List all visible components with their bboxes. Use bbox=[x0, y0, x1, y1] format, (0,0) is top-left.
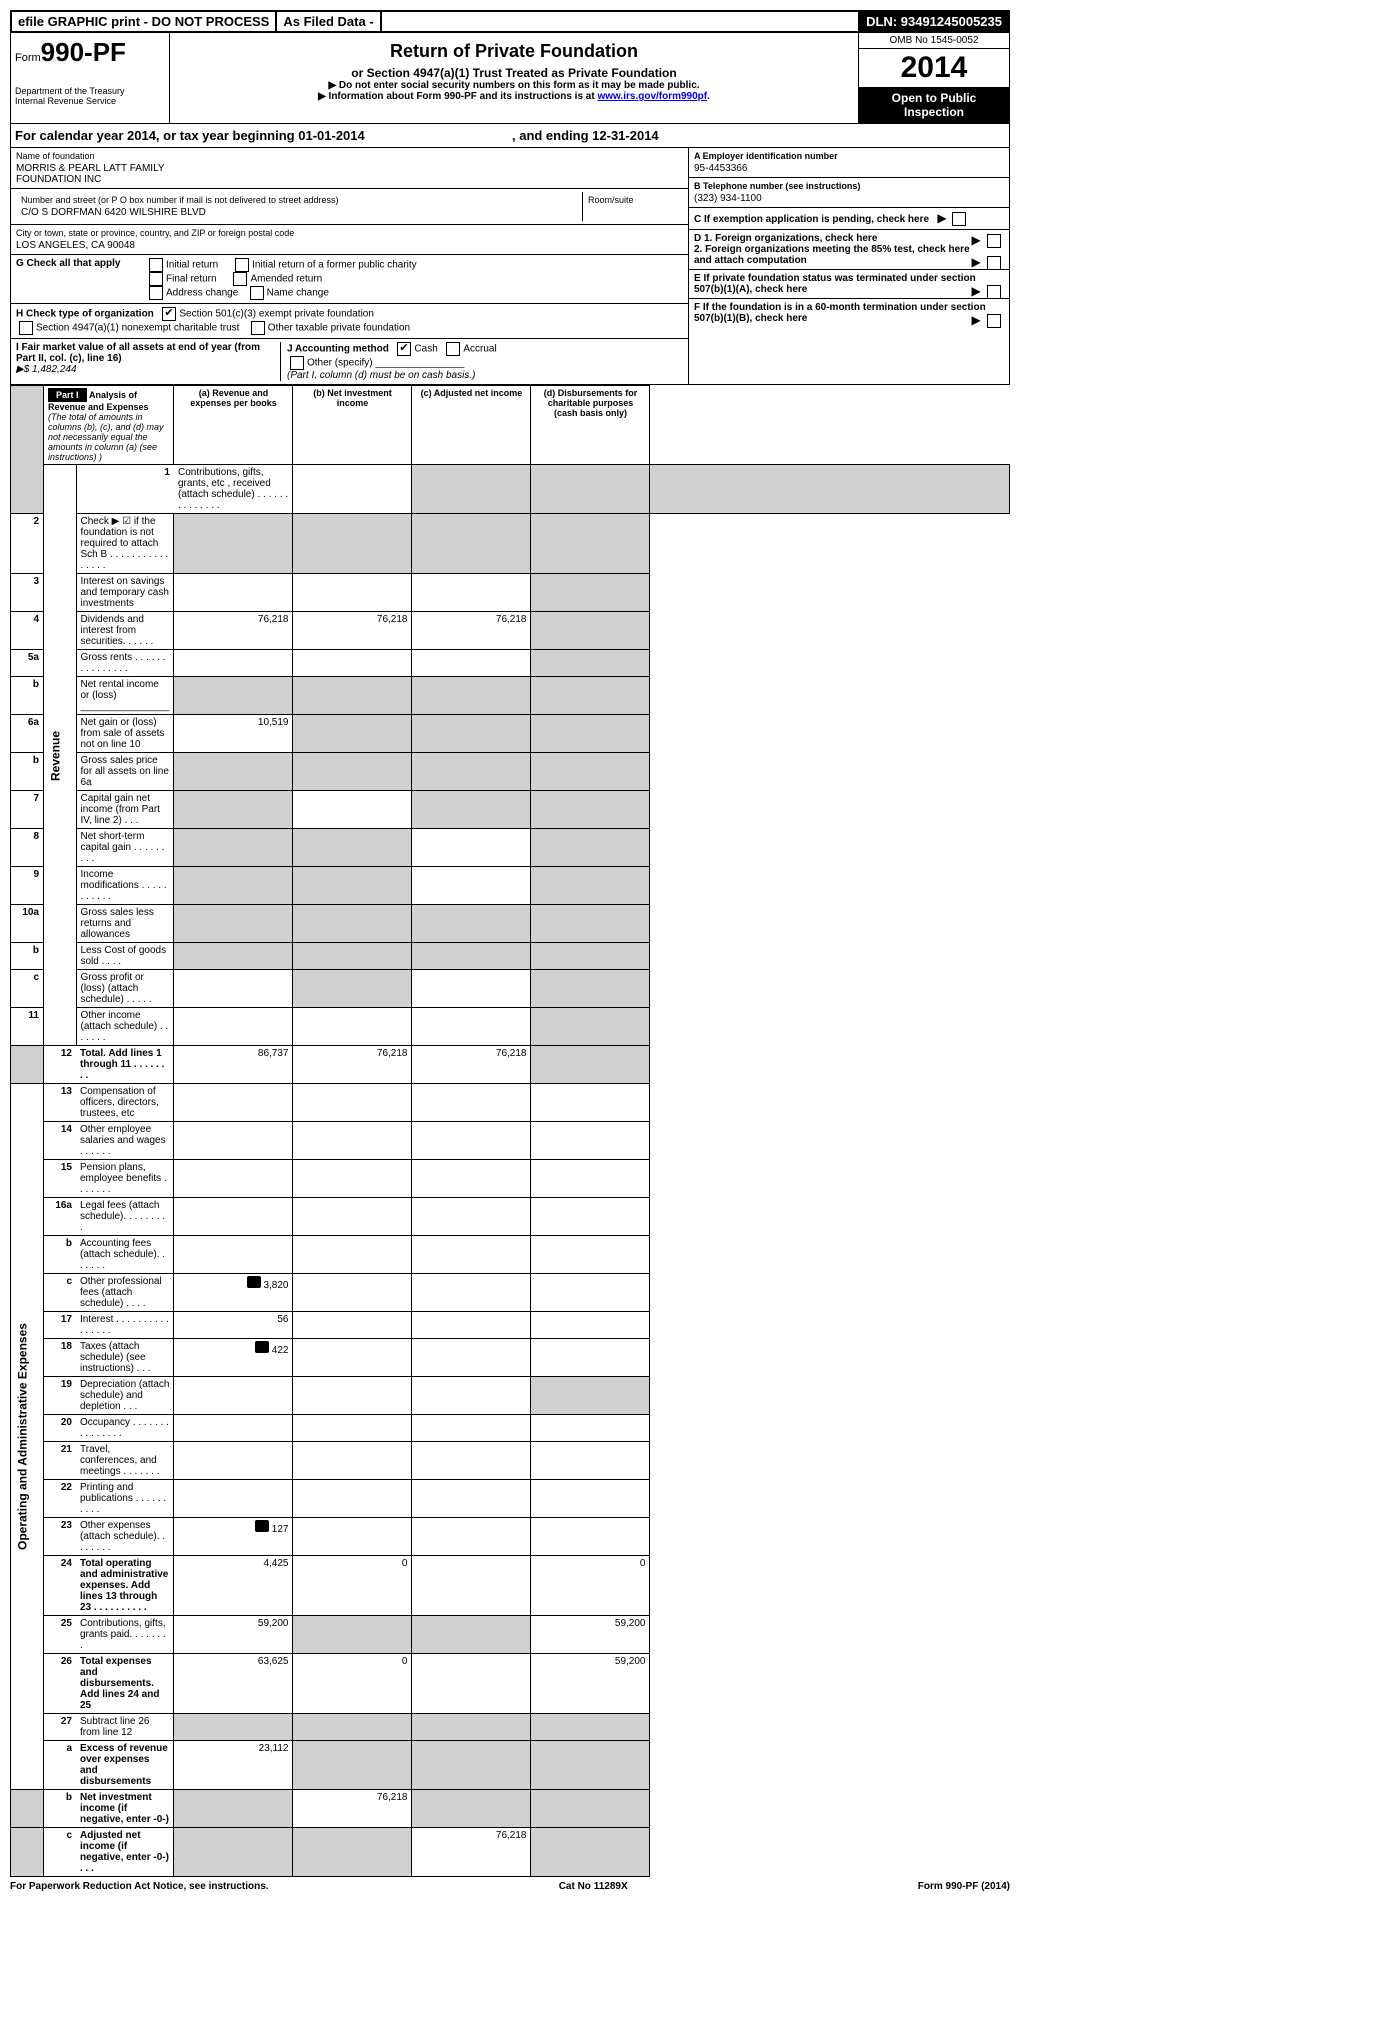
city-state-zip: LOS ANGELES, CA 90048 bbox=[16, 240, 683, 251]
street-address: C/O S DORFMAN 6420 WILSHIRE BLVD bbox=[21, 207, 577, 218]
irs-link[interactable]: www.irs.gov/form990pf bbox=[597, 91, 707, 102]
room-label: Room/suite bbox=[588, 195, 678, 205]
section-e: E If private foundation status was termi… bbox=[689, 270, 1009, 299]
attachment-icon bbox=[247, 1276, 261, 1288]
paperwork-notice: For Paperwork Reduction Act Notice, see … bbox=[10, 1881, 269, 1892]
form-version: Form 990-PF (2014) bbox=[918, 1881, 1010, 1892]
ein-label: A Employer identification number bbox=[694, 151, 838, 161]
attachment-icon bbox=[255, 1520, 269, 1532]
section-i-j: I Fair market value of all assets at end… bbox=[11, 339, 688, 384]
city-label: City or town, state or province, country… bbox=[16, 228, 683, 238]
section-c: C If exemption application is pending, c… bbox=[689, 208, 1009, 230]
omb-number: OMB No 1545-0052 bbox=[859, 33, 1009, 49]
col-b-header: (b) Net investment income bbox=[293, 386, 412, 465]
section-g: G Check all that apply Initial return In… bbox=[11, 255, 688, 304]
dln: DLN: 93491245005235 bbox=[860, 12, 1008, 31]
col-a-header: (a) Revenue and expenses per books bbox=[174, 386, 293, 465]
entity-info: Name of foundation MORRIS & PEARL LATT F… bbox=[10, 148, 1010, 385]
phone-label: B Telephone number (see instructions) bbox=[694, 181, 860, 191]
ssn-warning: ▶ Do not enter social security numbers o… bbox=[174, 80, 854, 91]
part1-table: Part I Analysis of Revenue and Expenses … bbox=[10, 385, 1010, 1877]
tax-year: 2014 bbox=[859, 49, 1009, 87]
asfiled: As Filed Data - bbox=[277, 12, 381, 31]
foundation-name: MORRIS & PEARL LATT FAMILYFOUNDATION INC bbox=[16, 163, 683, 185]
open-to-public: Open to Public Inspection bbox=[859, 87, 1009, 123]
form-subtitle: or Section 4947(a)(1) Trust Treated as P… bbox=[174, 66, 854, 80]
revenue-label: Revenue bbox=[44, 465, 77, 1046]
part1-label: Part I bbox=[48, 388, 87, 402]
top-bar: efile GRAPHIC print - DO NOT PROCESS As … bbox=[10, 10, 1010, 33]
section-d: D 1. Foreign organizations, check here ▶… bbox=[689, 230, 1009, 270]
info-link-line: ▶ Information about Form 990-PF and its … bbox=[174, 91, 854, 102]
col-d-header: (d) Disbursements for charitable purpose… bbox=[531, 386, 650, 465]
attachment-icon bbox=[255, 1341, 269, 1353]
treasury-dept: Department of the Treasury Internal Reve… bbox=[15, 86, 165, 106]
phone: (323) 934-1100 bbox=[694, 193, 1004, 204]
col-c-header: (c) Adjusted net income bbox=[412, 386, 531, 465]
form-header: Form990-PF Department of the Treasury In… bbox=[10, 33, 1010, 124]
page-footer: For Paperwork Reduction Act Notice, see … bbox=[10, 1877, 1010, 1892]
address-label: Number and street (or P O box number if … bbox=[21, 195, 577, 205]
foundation-name-label: Name of foundation bbox=[16, 151, 683, 161]
form-number: Form990-PF bbox=[15, 37, 165, 68]
section-f: F If the foundation is in a 60-month ter… bbox=[689, 299, 1009, 327]
efile-notice: efile GRAPHIC print - DO NOT PROCESS bbox=[12, 12, 277, 31]
ein: 95-4453366 bbox=[694, 163, 1004, 174]
form-title: Return of Private Foundation bbox=[174, 41, 854, 62]
section-h: H Check type of organization Section 501… bbox=[11, 304, 688, 339]
calendar-year-line: For calendar year 2014, or tax year begi… bbox=[10, 124, 1010, 148]
catalog-number: Cat No 11289X bbox=[559, 1881, 628, 1892]
expenses-label: Operating and Administrative Expenses bbox=[11, 1084, 44, 1790]
